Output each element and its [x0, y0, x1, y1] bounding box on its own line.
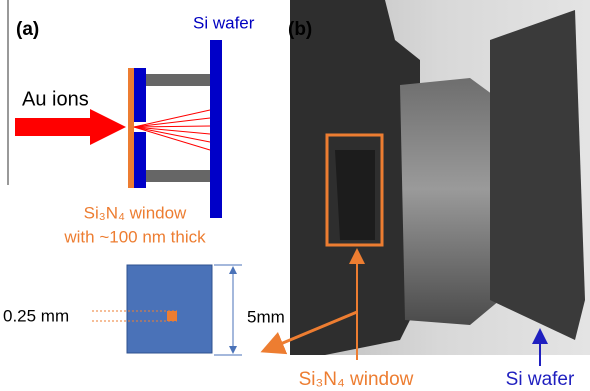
photo-window — [335, 150, 375, 240]
window-note: with ~100 nm thick — [63, 227, 206, 246]
page: (a) Si wafer Au ions Si₃N₄ window with ~… — [0, 0, 590, 391]
chip-size: 5mm — [247, 307, 285, 326]
panel-label: (b) — [288, 19, 312, 40]
spacer — [146, 74, 210, 86]
spacer — [146, 170, 210, 182]
wafer-label: Si wafer — [193, 13, 255, 32]
chip-window — [167, 311, 177, 321]
panel-label: (a) — [16, 19, 39, 40]
window-label: Si₃N₄ window — [299, 369, 414, 390]
photo-wafer — [490, 10, 585, 340]
figure: (a) Si wafer Au ions Si₃N₄ window with ~… — [0, 0, 590, 391]
window-label: Si₃N₄ window — [84, 203, 187, 222]
wafer — [210, 40, 222, 218]
ion-label: Au ions — [22, 88, 89, 110]
window-film — [128, 68, 134, 188]
ion-arrow — [15, 109, 126, 145]
chip — [127, 265, 212, 353]
hole-size: 0.25 mm — [3, 306, 69, 325]
wafer-label: Si wafer — [506, 369, 575, 390]
photo-nut — [400, 78, 500, 325]
